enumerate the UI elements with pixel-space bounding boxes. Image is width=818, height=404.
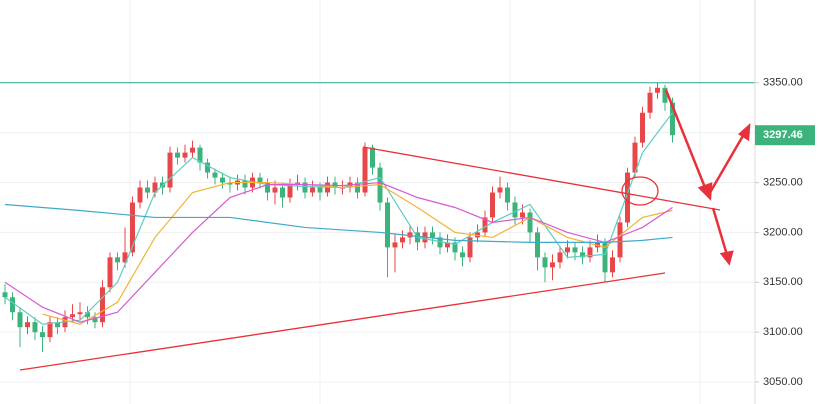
- candle-body: [55, 322, 60, 328]
- candle-body: [535, 232, 540, 258]
- y-tick-label: 3350.00: [763, 77, 803, 89]
- y-tick-label: 3050.00: [763, 376, 803, 388]
- candle-body: [302, 182, 308, 193]
- candle-body: [10, 297, 15, 313]
- candle-body: [152, 182, 158, 193]
- candle-body: [317, 187, 323, 193]
- candle-body: [92, 317, 98, 323]
- candle-body: [520, 212, 525, 218]
- breakout-circle: [621, 176, 659, 206]
- candle-body: [640, 112, 645, 143]
- candle-body: [407, 232, 413, 238]
- candle-body: [452, 242, 458, 253]
- candle-body: [557, 252, 563, 263]
- candle-body: [610, 257, 615, 273]
- price-tag: [755, 125, 815, 146]
- candle-body: [460, 252, 465, 258]
- candle-body: [47, 322, 53, 338]
- candle-body: [70, 314, 75, 318]
- candle-body: [670, 102, 675, 136]
- candle-body: [370, 147, 375, 168]
- annotations: [19, 146, 721, 371]
- arrow-head: [719, 250, 734, 266]
- y-tick-label: 3200.00: [763, 226, 803, 238]
- candle-body: [542, 257, 548, 268]
- candle-body: [115, 257, 120, 263]
- candle-body: [572, 247, 578, 253]
- moving-average: [4, 203, 673, 243]
- candle-body: [2, 292, 8, 298]
- candle-body: [130, 202, 135, 253]
- candle-body: [655, 87, 660, 93]
- candle-body: [625, 172, 630, 223]
- price-label: 3297.46: [763, 129, 803, 141]
- candle-body: [400, 237, 405, 243]
- candle-body: [212, 172, 218, 178]
- candle-body: [17, 312, 23, 328]
- candle-body: [220, 177, 225, 183]
- moving-average: [42, 181, 673, 325]
- candle-body: [182, 152, 188, 158]
- arrow-line: [664, 89, 708, 191]
- upper-trend-line: [362, 146, 721, 211]
- candle-body: [445, 242, 450, 248]
- lower-trend-line: [19, 272, 666, 371]
- candle-body: [437, 237, 443, 248]
- candle-body: [482, 217, 488, 233]
- candle-body: [355, 182, 360, 193]
- y-tick-label: 3100.00: [763, 326, 803, 338]
- candle-body: [602, 242, 608, 273]
- candle-body: [190, 147, 195, 153]
- candle-body: [257, 177, 263, 183]
- candle-body: [32, 322, 38, 333]
- candle-body: [565, 247, 570, 253]
- candle-body: [385, 202, 390, 248]
- candle-body: [490, 192, 495, 218]
- candle-body: [122, 252, 128, 263]
- candle-body: [145, 187, 150, 193]
- candle-body: [662, 87, 668, 103]
- arrow-line: [711, 207, 729, 256]
- candle-body: [175, 152, 180, 158]
- y-tick-label: 3250.00: [763, 176, 803, 188]
- candle-body: [392, 242, 398, 248]
- candle-body: [107, 257, 113, 288]
- candle-body: [197, 147, 203, 163]
- candle-body: [497, 187, 503, 193]
- candle-body: [505, 187, 510, 203]
- moving-average: [4, 181, 673, 323]
- candle-body: [512, 202, 518, 218]
- candle-body: [205, 162, 210, 173]
- candle-body: [617, 222, 623, 258]
- candle-body: [647, 92, 653, 113]
- candle-body: [77, 312, 83, 315]
- plot: [0, 82, 755, 383]
- candle-body: [527, 212, 533, 233]
- arrow-line: [706, 133, 746, 197]
- candle-body: [580, 252, 585, 258]
- candle-body: [272, 187, 278, 193]
- candle-body: [167, 152, 173, 188]
- candle-body: [100, 287, 105, 323]
- candle-body: [85, 312, 90, 318]
- candle-body: [265, 182, 270, 193]
- candle-body: [430, 232, 435, 238]
- candle-body: [227, 182, 233, 185]
- candle-body: [280, 187, 285, 198]
- candle-body: [587, 247, 593, 258]
- y-tick-label: 3150.00: [763, 276, 803, 288]
- candle-body: [137, 187, 143, 203]
- candle-body: [467, 237, 473, 258]
- arrow-head: [737, 123, 751, 142]
- candle-body: [242, 180, 248, 188]
- candle-body: [310, 187, 315, 193]
- candle-body: [632, 142, 638, 173]
- candle-body: [40, 332, 45, 338]
- candle-body: [362, 147, 368, 193]
- candle-body: [25, 322, 30, 328]
- candle-body: [287, 184, 293, 198]
- arrows: [664, 89, 751, 266]
- candle-body: [550, 262, 555, 268]
